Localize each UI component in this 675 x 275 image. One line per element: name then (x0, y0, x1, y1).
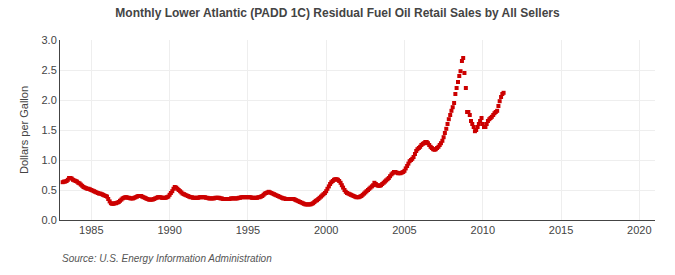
svg-text:1985: 1985 (79, 224, 103, 236)
svg-text:2015: 2015 (549, 224, 573, 236)
svg-text:2.5: 2.5 (42, 64, 57, 76)
svg-text:0.0: 0.0 (42, 214, 57, 226)
svg-text:2005: 2005 (392, 224, 416, 236)
svg-text:2.0: 2.0 (42, 94, 57, 106)
svg-text:Monthly Lower Atlantic (PADD 1: Monthly Lower Atlantic (PADD 1C) Residua… (115, 6, 560, 20)
svg-text:3.0: 3.0 (42, 34, 57, 46)
svg-text:Dollars per Gallon: Dollars per Gallon (18, 86, 30, 174)
svg-text:0.5: 0.5 (42, 184, 57, 196)
svg-text:1990: 1990 (157, 224, 181, 236)
svg-text:2010: 2010 (471, 224, 495, 236)
svg-text:1995: 1995 (236, 224, 260, 236)
svg-text:1.0: 1.0 (42, 154, 57, 166)
svg-text:1.5: 1.5 (42, 124, 57, 136)
svg-text:2020: 2020 (627, 224, 651, 236)
svg-text:Source: U.S. Energy Informatio: Source: U.S. Energy Information Administ… (62, 253, 272, 264)
svg-text:2000: 2000 (314, 224, 338, 236)
